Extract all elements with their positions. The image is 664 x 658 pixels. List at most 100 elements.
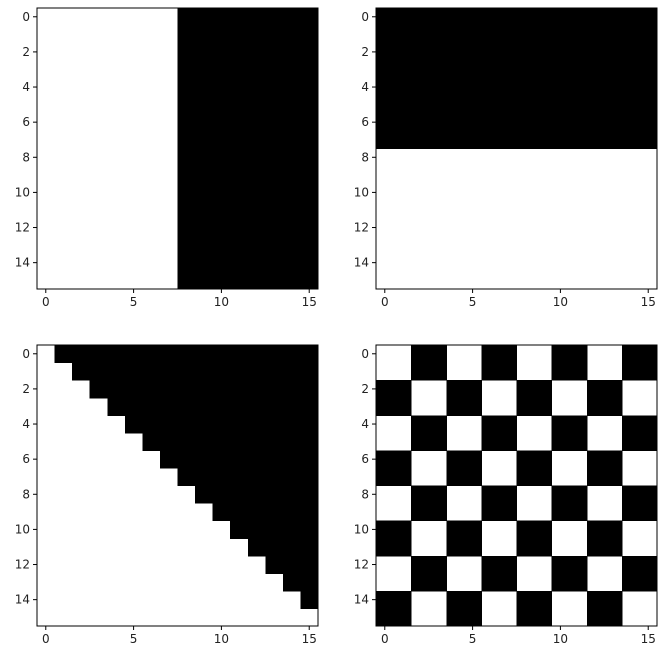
heatmap-cell [376, 608, 395, 627]
heatmap-cell [621, 555, 641, 574]
heatmap-cell [247, 236, 266, 255]
heatmap-panel-3: 0 5 10 15 0 2 4 6 8 10 12 14 [15, 344, 319, 646]
heatmap-cell [639, 113, 658, 132]
heatmap-cell [411, 432, 430, 451]
heatmap-cell [446, 25, 465, 44]
heatmap-cell [498, 25, 518, 44]
heatmap-cell [534, 450, 553, 469]
heatmap-cell [265, 148, 284, 167]
heatmap-cell [177, 8, 196, 27]
heatmap-cell [569, 43, 588, 62]
heatmap-cell [212, 236, 231, 255]
plot-frame [375, 7, 658, 290]
y-tick-label: 0 [361, 347, 369, 361]
heatmap-cell [230, 218, 249, 237]
y-tick-label: 4 [361, 417, 369, 431]
heatmap-cell [107, 380, 126, 399]
heatmap-cell [265, 432, 284, 451]
heatmap-cell [212, 362, 231, 381]
heatmap-cell [247, 78, 266, 97]
heatmap-cell [604, 8, 623, 27]
heatmap-cell [621, 130, 641, 150]
heatmap-cell [177, 60, 196, 79]
heatmap-cell [428, 78, 447, 97]
heatmap-cell [195, 271, 214, 290]
y-tick-label: 0 [22, 10, 30, 24]
heatmap-cell [300, 253, 319, 273]
heatmap-cell [428, 432, 447, 451]
heatmap-cell [463, 113, 482, 132]
heatmap-cell [411, 25, 430, 44]
heatmap-cell [446, 43, 465, 62]
heatmap-cell [534, 590, 553, 610]
y-tick-label: 6 [361, 115, 369, 129]
heatmap-cell [569, 95, 588, 114]
heatmap-cell [428, 95, 447, 114]
heatmap-cell [639, 555, 658, 574]
heatmap-cell [177, 218, 196, 237]
heatmap-cell [300, 183, 319, 202]
heatmap-cell [516, 113, 535, 132]
heatmap-cell [265, 166, 284, 185]
y-tick-label: 12 [354, 558, 369, 572]
heatmap-cell [621, 415, 641, 434]
heatmap-cell [195, 130, 214, 150]
y-tick-label: 2 [361, 382, 369, 396]
heatmap-cell [247, 95, 266, 114]
heatmap-cell [411, 8, 430, 27]
heatmap-cell [177, 271, 196, 290]
heatmap-cell [300, 8, 319, 27]
heatmap-cell [124, 380, 143, 399]
heatmap-cell [411, 60, 430, 79]
heatmap-cell [586, 130, 605, 150]
heatmap-cell [446, 60, 465, 79]
heatmap-cell [230, 271, 249, 290]
heatmap-cell [621, 362, 641, 381]
heatmap-cell [282, 345, 302, 364]
y-tick-label: 2 [361, 45, 369, 59]
heatmap-cell [516, 397, 535, 416]
plot-frame [36, 7, 319, 290]
heatmap-cell [411, 415, 430, 434]
heatmap-cell [195, 113, 214, 132]
heatmap-cell [247, 253, 266, 273]
heatmap-cell [393, 113, 412, 132]
heatmap-cell [551, 113, 570, 132]
heatmap-cell [72, 362, 91, 381]
heatmap-cell [142, 380, 161, 399]
heatmap-cell [177, 95, 196, 114]
x-tick-label: 10 [214, 295, 229, 309]
heatmap-cell [463, 397, 482, 416]
heatmap-cell [411, 573, 430, 592]
heatmap-cell [463, 538, 482, 557]
heatmap-cell [428, 503, 447, 522]
heatmap-cell [282, 253, 302, 273]
heatmap-cell [159, 432, 179, 451]
heatmap-cell [498, 345, 518, 364]
heatmap-cell [551, 43, 570, 62]
heatmap-cell [463, 8, 482, 27]
y-tick-label: 14 [354, 256, 369, 270]
heatmap-cell [498, 362, 518, 381]
heatmap-cell [481, 573, 500, 592]
heatmap-cell [212, 503, 231, 522]
heatmap-cell [604, 78, 623, 97]
heatmap-cell [639, 573, 658, 592]
heatmap-cell [446, 113, 465, 132]
heatmap-cell [195, 450, 214, 469]
heatmap-cell [393, 450, 412, 469]
heatmap-cell [586, 450, 605, 469]
heatmap-cell [498, 130, 518, 150]
heatmap-cell [195, 236, 214, 255]
heatmap-cell [534, 538, 553, 557]
heatmap-cell [569, 8, 588, 27]
heatmap-cell [463, 467, 482, 487]
heatmap-cell [551, 8, 570, 27]
heatmap-cell [212, 60, 231, 79]
heatmap-cell [300, 130, 319, 150]
heatmap-cell [265, 538, 284, 557]
heatmap-cell [534, 8, 553, 27]
heatmap-cell [230, 201, 249, 220]
heatmap-cell [282, 271, 302, 290]
heatmap-cell [639, 415, 658, 434]
